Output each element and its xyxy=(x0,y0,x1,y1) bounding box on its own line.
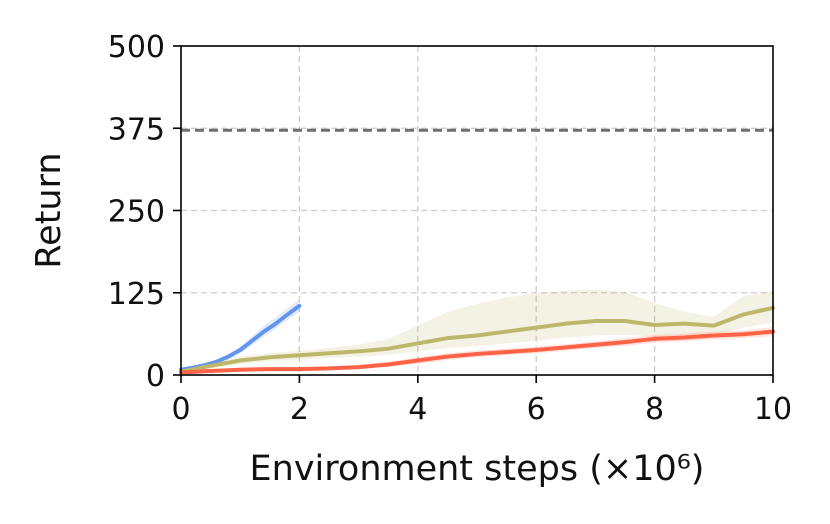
series-line xyxy=(179,329,775,375)
confidence-bands xyxy=(181,289,773,374)
series-line xyxy=(179,305,775,374)
y-tick-label: 375 xyxy=(108,112,165,147)
x-tick-label: 10 xyxy=(754,392,792,427)
y-axis-label: Return xyxy=(29,152,69,268)
x-tick-label: 4 xyxy=(408,392,427,427)
y-tick-label: 0 xyxy=(146,359,165,394)
x-tick-label: 2 xyxy=(290,392,309,427)
y-tick-label: 500 xyxy=(108,30,165,65)
series-band xyxy=(181,326,773,374)
y-tick-label: 250 xyxy=(108,195,165,230)
x-axis-label: Environment steps (×10⁶) xyxy=(250,449,705,489)
x-tick-label: 0 xyxy=(171,392,190,427)
y-tick-label: 125 xyxy=(108,277,165,312)
ticks: 0 2 4 6 8 10 0 125 250 375 500 xyxy=(108,30,792,427)
grid xyxy=(181,46,773,375)
series-lines xyxy=(179,303,775,375)
x-tick-label: 6 xyxy=(527,392,546,427)
x-tick-label: 8 xyxy=(645,392,664,427)
